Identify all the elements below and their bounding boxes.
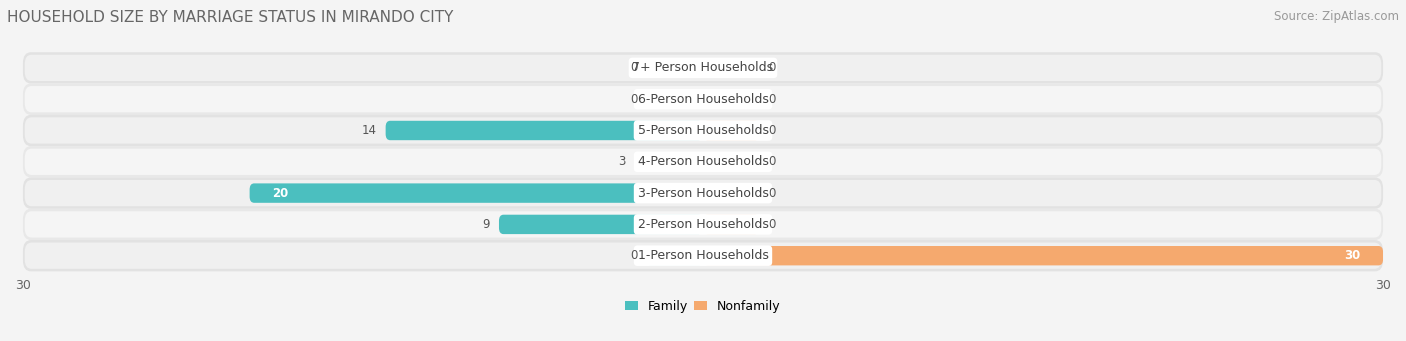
FancyBboxPatch shape (703, 246, 1384, 265)
FancyBboxPatch shape (250, 183, 703, 203)
Text: 20: 20 (273, 187, 288, 199)
Text: 6-Person Households: 6-Person Households (637, 93, 769, 106)
FancyBboxPatch shape (703, 58, 759, 78)
FancyBboxPatch shape (647, 246, 703, 265)
FancyBboxPatch shape (25, 86, 1381, 112)
FancyBboxPatch shape (22, 177, 1384, 209)
Legend: Family, Nonfamily: Family, Nonfamily (620, 295, 786, 318)
Text: 0: 0 (769, 124, 776, 137)
FancyBboxPatch shape (22, 146, 1384, 177)
FancyBboxPatch shape (703, 183, 759, 203)
Text: 0: 0 (769, 155, 776, 168)
Text: 3: 3 (619, 155, 626, 168)
Text: 0: 0 (769, 93, 776, 106)
Text: 2-Person Households: 2-Person Households (637, 218, 769, 231)
Text: 30: 30 (1344, 249, 1361, 262)
FancyBboxPatch shape (385, 121, 703, 140)
FancyBboxPatch shape (25, 149, 1381, 175)
Text: 0: 0 (630, 249, 637, 262)
Text: 0: 0 (769, 218, 776, 231)
Text: 1-Person Households: 1-Person Households (637, 249, 769, 262)
FancyBboxPatch shape (703, 121, 759, 140)
Text: 0: 0 (769, 61, 776, 74)
FancyBboxPatch shape (647, 89, 703, 109)
FancyBboxPatch shape (25, 242, 1381, 269)
FancyBboxPatch shape (25, 180, 1381, 206)
Text: 0: 0 (630, 61, 637, 74)
FancyBboxPatch shape (22, 209, 1384, 240)
Text: 0: 0 (630, 93, 637, 106)
Text: 4-Person Households: 4-Person Households (637, 155, 769, 168)
FancyBboxPatch shape (22, 115, 1384, 146)
FancyBboxPatch shape (22, 84, 1384, 115)
Text: 5-Person Households: 5-Person Households (637, 124, 769, 137)
FancyBboxPatch shape (22, 240, 1384, 271)
Text: 14: 14 (361, 124, 377, 137)
Text: 3-Person Households: 3-Person Households (637, 187, 769, 199)
FancyBboxPatch shape (22, 52, 1384, 84)
FancyBboxPatch shape (636, 152, 703, 172)
FancyBboxPatch shape (647, 58, 703, 78)
Text: 7+ Person Households: 7+ Person Households (633, 61, 773, 74)
FancyBboxPatch shape (703, 152, 759, 172)
Text: 9: 9 (482, 218, 489, 231)
Text: Source: ZipAtlas.com: Source: ZipAtlas.com (1274, 10, 1399, 23)
FancyBboxPatch shape (25, 117, 1381, 144)
FancyBboxPatch shape (25, 55, 1381, 81)
FancyBboxPatch shape (703, 89, 759, 109)
FancyBboxPatch shape (499, 215, 703, 234)
FancyBboxPatch shape (703, 215, 759, 234)
Text: 0: 0 (769, 187, 776, 199)
Text: HOUSEHOLD SIZE BY MARRIAGE STATUS IN MIRANDO CITY: HOUSEHOLD SIZE BY MARRIAGE STATUS IN MIR… (7, 10, 453, 25)
FancyBboxPatch shape (25, 211, 1381, 238)
